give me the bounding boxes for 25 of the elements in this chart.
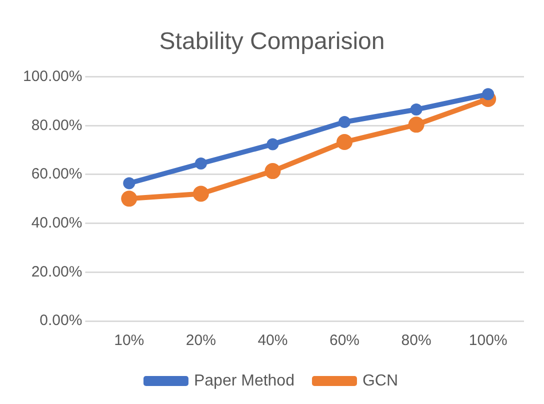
point bbox=[338, 116, 351, 128]
legend-label: Paper Method bbox=[194, 372, 294, 390]
y-tick-label: 0.00% bbox=[40, 312, 82, 330]
point bbox=[410, 104, 422, 116]
point bbox=[121, 190, 138, 207]
legend-label: GCN bbox=[362, 372, 398, 390]
x-tick-label: 80% bbox=[401, 332, 432, 350]
point bbox=[123, 177, 136, 190]
point bbox=[192, 186, 209, 202]
x-tick-label: 10% bbox=[114, 332, 144, 350]
chart-title: Stability Comparision bbox=[159, 28, 385, 56]
y-tick-label: 60.00% bbox=[31, 166, 82, 183]
point bbox=[264, 163, 281, 180]
point bbox=[336, 134, 353, 150]
y-tick-label: 100.00% bbox=[23, 68, 82, 85]
x-tick-label: 20% bbox=[186, 332, 216, 350]
x-tick-label: 60% bbox=[329, 332, 360, 350]
x-tick-label: 40% bbox=[258, 332, 288, 350]
y-tick-label: 20.00% bbox=[31, 263, 82, 280]
point bbox=[266, 138, 279, 150]
point bbox=[408, 116, 424, 133]
y-tick-label: 40.00% bbox=[31, 214, 82, 232]
x-tick-label: 100% bbox=[468, 332, 508, 350]
y-tick-label: 80.00% bbox=[31, 116, 82, 134]
point bbox=[194, 157, 207, 170]
